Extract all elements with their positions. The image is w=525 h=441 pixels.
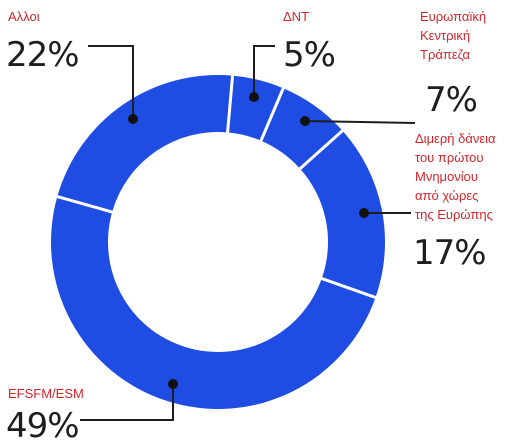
value-dnt: 5% bbox=[283, 35, 335, 75]
leader-line-alloi bbox=[88, 45, 134, 119]
slice-separator bbox=[55, 194, 114, 214]
leader-lines bbox=[80, 45, 416, 421]
slice-bilateral bbox=[300, 130, 386, 298]
label-ecb-line3: Τράπεζα bbox=[420, 47, 470, 62]
slice-separator bbox=[226, 74, 235, 134]
slice-separator bbox=[259, 86, 286, 143]
label-ecb-line2: Κεντρική bbox=[420, 28, 470, 43]
leader-line-efsf bbox=[80, 384, 174, 421]
value-alloi: 22% bbox=[6, 35, 79, 75]
slice-efsf bbox=[50, 196, 376, 410]
slice-separator bbox=[320, 276, 377, 300]
leader-dot-bilateral bbox=[359, 208, 369, 218]
donut-slices bbox=[50, 74, 386, 410]
leader-dot-ecb bbox=[300, 116, 310, 126]
label-ecb-line1: Ευρωπαϊκή bbox=[420, 9, 486, 24]
label-dnt: ΔΝΤ bbox=[283, 9, 309, 24]
label-alloi: Αλλοι bbox=[8, 9, 40, 24]
label-efsf: EFSFM/ESM bbox=[8, 386, 84, 401]
slice-separator bbox=[298, 128, 345, 171]
slice-alloi bbox=[57, 75, 233, 213]
label-bilateral-line1: Διμερή δάνεια bbox=[415, 131, 496, 146]
value-bilateral: 17% bbox=[413, 233, 486, 273]
leader-line-dnt bbox=[253, 45, 275, 97]
label-bilateral-line4: από χώρες bbox=[415, 188, 478, 203]
leader-dot-alloi bbox=[128, 114, 138, 124]
leader-line-ecb bbox=[304, 120, 416, 124]
leader-dot-dnt bbox=[249, 92, 259, 102]
value-ecb: 7% bbox=[425, 80, 477, 120]
label-bilateral-line3: Μνημονίου bbox=[415, 169, 478, 184]
label-bilateral-line2: του πρώτου bbox=[415, 150, 484, 165]
slice-dnt bbox=[227, 75, 284, 141]
leader-dot-efsf bbox=[168, 379, 178, 389]
value-efsf: 49% bbox=[6, 406, 79, 441]
label-bilateral-line5: της Ευρώπης bbox=[415, 207, 493, 222]
